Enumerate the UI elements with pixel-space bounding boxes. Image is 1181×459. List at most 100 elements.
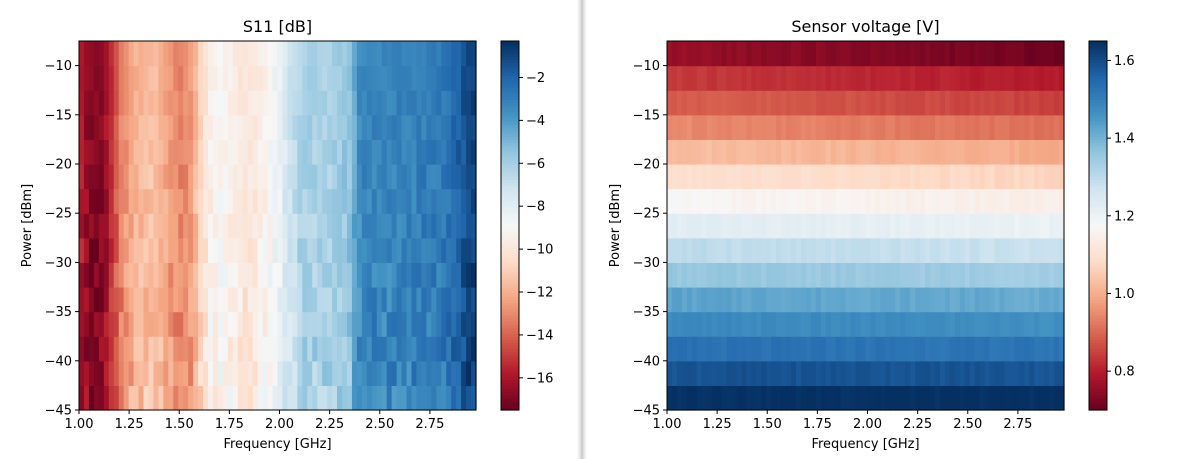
heatmap-cell — [850, 41, 857, 67]
heatmap-cell — [252, 41, 259, 67]
heatmap-cell — [741, 139, 747, 165]
heatmap-cell — [741, 188, 747, 214]
heatmap-cell — [959, 65, 966, 91]
heatmap-cell — [761, 41, 767, 67]
x-tick-label: 1.75 — [803, 417, 832, 432]
colorbar-segment — [1089, 142, 1107, 147]
heatmap-cell — [252, 139, 259, 165]
heatmap-cell — [736, 262, 743, 288]
colorbar-segment — [501, 56, 519, 61]
heatmap-cell — [994, 65, 1001, 91]
heatmap-cell — [342, 139, 348, 165]
heatmap-cell — [267, 188, 274, 214]
heatmap-cell — [471, 360, 477, 386]
heatmap-cell — [421, 114, 427, 140]
heatmap-cell — [781, 237, 787, 263]
colorbar-segment — [501, 299, 519, 303]
heatmap-cell — [307, 385, 313, 411]
heatmap-cell — [711, 336, 718, 362]
heatmap-cell — [691, 336, 698, 362]
heatmap-cell — [123, 90, 130, 116]
heatmap-cell — [376, 41, 383, 67]
colorbar-segment — [1089, 130, 1107, 134]
heatmap-cell — [396, 262, 403, 288]
colorbar-segment — [501, 114, 519, 119]
heatmap-cell — [446, 213, 452, 239]
heatmap-cell — [731, 65, 738, 91]
heatmap-cell — [776, 237, 782, 263]
colorbar-segment — [1089, 219, 1107, 224]
heatmap-cell — [855, 360, 862, 386]
heatmap-cell — [312, 114, 318, 140]
heatmap-cell — [920, 65, 926, 91]
heatmap-cell — [332, 114, 338, 140]
x-tick-label: 1.25 — [115, 417, 144, 432]
heatmap-cell — [123, 41, 130, 67]
heatmap-cell — [178, 287, 184, 313]
heatmap-cell — [820, 139, 827, 165]
heatmap-cell — [277, 139, 284, 165]
heatmap-cell — [895, 287, 901, 313]
heatmap-cell — [307, 114, 313, 140]
heatmap-cell — [257, 287, 264, 313]
colorbar-tick-label: −4 — [526, 114, 545, 129]
heatmap-cell — [989, 360, 996, 386]
heatmap-cell — [964, 164, 971, 190]
heatmap-cell — [820, 360, 827, 386]
heatmap-cell — [691, 164, 698, 190]
heatmap-cell — [686, 114, 693, 140]
heatmap-cell — [217, 188, 224, 214]
colorbar-segment — [1089, 342, 1107, 347]
heatmap-cell — [436, 385, 442, 411]
heatmap-cell — [381, 311, 388, 337]
heatmap-cell — [242, 65, 249, 91]
heatmap-cell — [98, 65, 105, 91]
heatmap-cell — [1049, 188, 1055, 214]
heatmap-cell — [944, 188, 951, 214]
heatmap-cell — [466, 164, 472, 190]
heatmap-cell — [736, 360, 743, 386]
heatmap-cell — [441, 262, 447, 288]
colorbar-segment — [501, 326, 519, 331]
heatmap-cell — [676, 311, 683, 337]
heatmap-cell — [999, 213, 1006, 239]
heatmap-cell — [232, 114, 239, 140]
heatmap-cell — [128, 336, 135, 362]
heatmap-cell — [726, 139, 733, 165]
heatmap-cell — [736, 90, 743, 116]
heatmap-cell — [676, 336, 683, 362]
heatmap-cell — [964, 385, 971, 411]
heatmap-cell — [900, 311, 906, 337]
heatmap-cell — [183, 287, 189, 313]
heatmap-cell — [227, 164, 234, 190]
heatmap-cell — [262, 65, 269, 91]
heatmap-cell — [701, 213, 708, 239]
heatmap-cell — [706, 188, 713, 214]
heatmap-cell — [277, 385, 284, 411]
heatmap-cell — [954, 385, 961, 411]
heatmap-cell — [786, 139, 792, 165]
heatmap-cell — [307, 65, 313, 91]
heatmap-cell — [262, 360, 269, 386]
heatmap-cell — [272, 65, 279, 91]
heatmap-cell — [845, 360, 852, 386]
heatmap-cell — [123, 139, 130, 165]
heatmap-cell — [959, 114, 966, 140]
heatmap-cell — [761, 164, 767, 190]
heatmap-cell — [386, 114, 393, 140]
colorbar-segment — [1089, 47, 1107, 51]
heatmap-cell — [776, 311, 782, 337]
heatmap-cell — [939, 139, 946, 165]
colorbar-segment — [1089, 296, 1107, 300]
x-tick-label: 1.25 — [703, 417, 732, 432]
heatmap-cell — [138, 139, 145, 165]
heatmap-cell — [262, 114, 269, 140]
heatmap-cell — [969, 139, 976, 165]
heatmap-cell — [431, 164, 437, 190]
heatmap-cell — [771, 41, 777, 67]
heatmap-cell — [860, 311, 867, 337]
heatmap-cell — [805, 360, 812, 386]
heatmap-cell — [939, 262, 946, 288]
heatmap-cell — [820, 65, 827, 91]
heatmap-cell — [855, 311, 862, 337]
